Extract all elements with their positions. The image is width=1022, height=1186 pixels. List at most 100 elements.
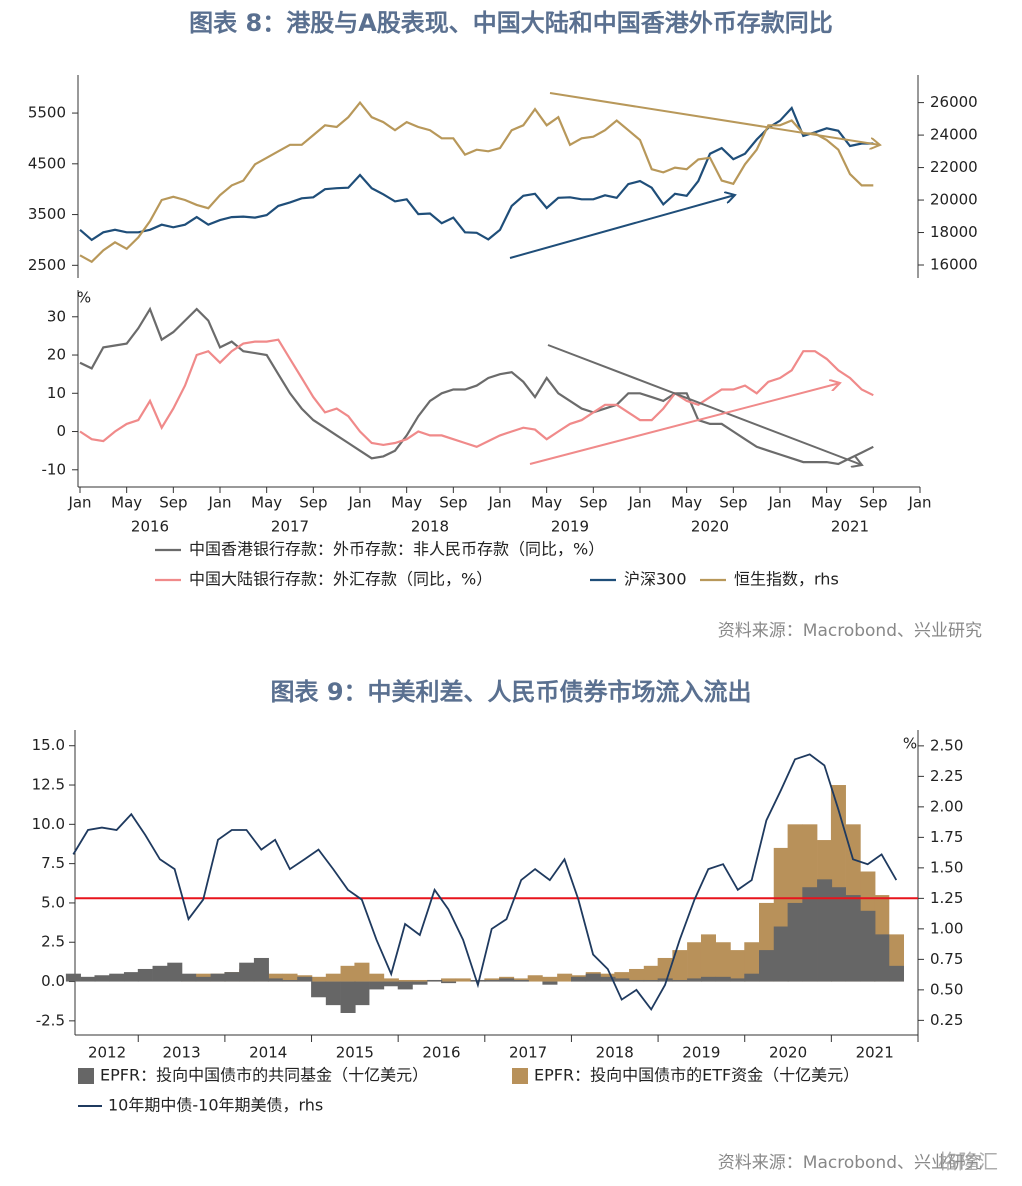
legend-swatch [78,1068,94,1084]
bar [730,950,746,982]
y-tick-label: -2.5 [36,1011,65,1029]
bar [687,978,703,982]
x-tick-label: May [671,494,702,512]
bar [513,979,529,982]
bar [802,887,818,982]
x-tick-label: Sep [439,494,467,512]
bar [383,981,399,987]
bar [744,942,760,982]
bar [224,972,240,982]
bar [773,926,789,982]
bar [527,975,543,982]
series-line [79,338,874,448]
legend-label: 沪深300 [624,570,687,589]
bar [817,879,833,982]
bar [369,981,385,990]
bar [311,981,327,998]
y-axis-label: % [77,289,91,307]
bar [830,887,846,982]
bar [65,973,81,982]
bar [354,962,370,982]
x-year-label: 2018 [411,518,449,536]
bar [137,968,153,982]
x-tick-label: Jan [907,494,931,512]
bar [614,978,630,982]
y2-tick-label: 1.50 [930,858,963,876]
bar [860,910,876,982]
chart-title: 图表 9：中美利差、人民币债券市场流入流出 [270,678,751,706]
x-tick-label: Jan [767,494,791,512]
bar [267,973,283,982]
series-line [79,105,874,242]
y-tick-label: -10 [42,460,67,478]
bar [629,968,645,982]
y-tick-label: 2500 [28,256,66,274]
bar [700,934,716,982]
y-tick-label: 15.0 [32,736,65,754]
y-tick-label: 5.0 [41,893,65,911]
series-line [79,306,874,466]
bar [585,973,601,982]
bar [643,965,659,982]
y2-tick-label: 1.75 [930,828,963,846]
bar [672,950,688,982]
bar [412,979,428,982]
bar [700,976,716,982]
bar [542,981,558,985]
x-year-label: 2017 [271,518,309,536]
x-tick-label: May [111,494,142,512]
y-tick-label: 12.5 [32,776,65,794]
trend-arrow [509,195,735,259]
y-tick-label: 7.5 [41,854,65,872]
x-year-label: 2021 [831,518,869,536]
y2-tick-label: 18000 [930,223,978,241]
bar [614,972,630,982]
bar [412,981,428,985]
bar [874,934,890,982]
y2-tick-label: 26000 [930,93,978,111]
bar [542,976,558,982]
y2-tick-label: 1.25 [930,889,963,907]
bar [210,973,226,982]
bar [715,942,731,982]
source: 资料来源：Macrobond、兴业研究 [718,1153,982,1173]
y-tick-label: 10 [47,384,66,402]
x-year-label: 2020 [691,518,729,536]
bar [571,976,587,982]
x-tick-label: May [531,494,562,512]
chart-title: 图表 8：港股与A股表现、中国大陆和中国香港外币存款同比 [189,9,833,37]
y2-tick-label: 24000 [930,126,978,144]
x-tick-label: 2015 [336,1044,374,1062]
trend-arrow [549,92,880,145]
legend-label: EPFR：投向中国债市的共同基金（十亿美元） [100,1066,428,1085]
y2-tick-label: 2.00 [930,797,963,815]
bar [239,962,255,982]
bar [643,979,659,982]
bar [152,965,168,982]
x-tick-label: May [391,494,422,512]
legend-label: 恒生指数，rhs [734,570,839,589]
y2-tick-label: 1.00 [930,919,963,937]
bar [282,973,298,982]
bar [888,965,905,982]
y2-tick-label: 20000 [930,191,978,209]
x-tick-label: Sep [579,494,607,512]
legend-label: 10年期中债-10年期美债，rhs [108,1096,323,1115]
bar [181,973,197,982]
bar [325,973,341,982]
y-tick-label: 20 [47,346,66,364]
series-line [79,100,874,264]
bar [730,978,746,982]
x-tick-label: Sep [719,494,747,512]
bar [441,981,457,984]
y-tick-label: 4500 [28,154,66,172]
bar [744,973,760,982]
x-tick-label: Jan [487,494,511,512]
bar [325,981,341,1006]
y-tick-label: 0 [56,422,66,440]
bar [340,965,356,982]
y2-tick-label: 0.50 [930,980,963,998]
x-tick-label: May [251,494,282,512]
series-line [72,753,898,1012]
